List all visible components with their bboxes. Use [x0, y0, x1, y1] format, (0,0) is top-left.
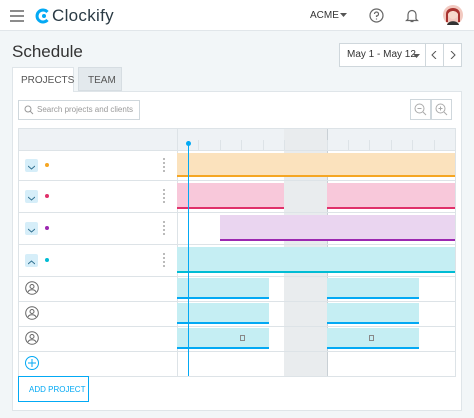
day-gridline	[433, 140, 435, 150]
search-placeholder: Search projects and clients	[37, 105, 134, 114]
assignment-bar[interactable]	[177, 183, 284, 209]
chevron	[27, 165, 36, 170]
expand-button[interactable]	[25, 222, 38, 235]
member-avatar	[25, 306, 39, 320]
logo-text: Clockify	[52, 6, 114, 25]
day-gridline	[390, 140, 392, 150]
row-divider	[19, 276, 455, 277]
avatar[interactable]	[443, 5, 463, 25]
workspace-selector[interactable]: ACME	[310, 10, 339, 21]
caret	[340, 13, 347, 17]
user-icon	[25, 306, 39, 320]
caret	[413, 54, 420, 58]
project-dot	[45, 194, 49, 198]
assignment-bar[interactable]	[326, 328, 419, 349]
grid-header	[19, 129, 455, 150]
tab[interactable]: TEAM	[78, 67, 122, 91]
zoom-controls[interactable]	[410, 99, 452, 120]
day-gridline	[198, 140, 200, 150]
assignment-bar[interactable]	[177, 247, 455, 273]
day-gridline	[241, 140, 243, 150]
assignment-bar[interactable]	[177, 303, 269, 324]
assignment-bar[interactable]	[177, 153, 455, 177]
day-gridline	[348, 140, 350, 150]
help-icon[interactable]	[369, 8, 384, 23]
expand-button[interactable]	[25, 159, 38, 172]
assignment-bar[interactable]	[177, 328, 269, 349]
assignment-bar[interactable]	[219, 215, 455, 241]
project-dot	[45, 226, 49, 230]
add-member-icon[interactable]	[25, 356, 39, 370]
row-divider	[19, 351, 455, 352]
project-dot	[45, 163, 49, 167]
row-divider	[19, 301, 455, 302]
expand-icon	[27, 257, 36, 265]
row-divider	[19, 326, 455, 327]
user-icon	[25, 281, 39, 295]
chevron	[27, 196, 36, 201]
drag-handle[interactable]	[163, 221, 166, 235]
next-button[interactable]	[443, 43, 462, 67]
row-divider	[19, 150, 455, 151]
assignment-bar[interactable]	[326, 278, 419, 299]
menu-icon[interactable]	[10, 10, 24, 22]
notifications-icon[interactable]	[405, 8, 419, 23]
drag-handle[interactable]	[163, 158, 166, 172]
tab-active[interactable]: PROJECTS	[12, 67, 74, 92]
day-gridline	[219, 140, 221, 150]
search-icon	[24, 105, 34, 115]
next-icon	[450, 51, 456, 59]
assignment-bar[interactable]	[326, 183, 455, 209]
drag-handle[interactable]	[163, 189, 166, 203]
expand-button[interactable]	[25, 190, 38, 203]
today-marker	[185, 141, 191, 146]
row-divider	[19, 244, 455, 245]
page-title: Schedule	[12, 42, 83, 61]
day-gridline	[326, 140, 328, 150]
day-gridline	[177, 140, 178, 150]
project-dot	[45, 258, 49, 262]
member-avatar	[25, 281, 39, 295]
top-bar	[0, 0, 474, 31]
note-icon	[240, 335, 245, 341]
note-icon	[368, 335, 374, 341]
row-divider	[19, 212, 455, 213]
expand-icon	[27, 193, 36, 201]
chevron	[27, 260, 36, 265]
assignment-bar[interactable]	[177, 278, 269, 299]
date-range-text: May 1 - May 12	[347, 49, 416, 60]
logo-icon	[35, 8, 49, 24]
day-gridline	[369, 140, 371, 150]
search-box[interactable]	[18, 100, 140, 120]
user-icon	[25, 331, 39, 345]
day-gridline	[262, 140, 264, 150]
plus	[28, 359, 36, 367]
assignment-bar[interactable]	[326, 303, 419, 324]
date-range-picker[interactable]	[339, 43, 426, 67]
expand-icon	[27, 162, 36, 170]
prev-icon	[431, 51, 437, 59]
schedule-grid	[18, 128, 456, 377]
expand-icon	[27, 225, 36, 233]
drag-handle[interactable]	[163, 253, 166, 267]
day-gridline	[412, 140, 414, 150]
day-gridline	[283, 140, 285, 150]
member-avatar	[25, 331, 39, 345]
add-project-button[interactable]: ADD PROJECT	[18, 376, 89, 402]
today-line	[187, 141, 189, 376]
chevron	[27, 228, 36, 233]
row-divider	[19, 180, 455, 181]
